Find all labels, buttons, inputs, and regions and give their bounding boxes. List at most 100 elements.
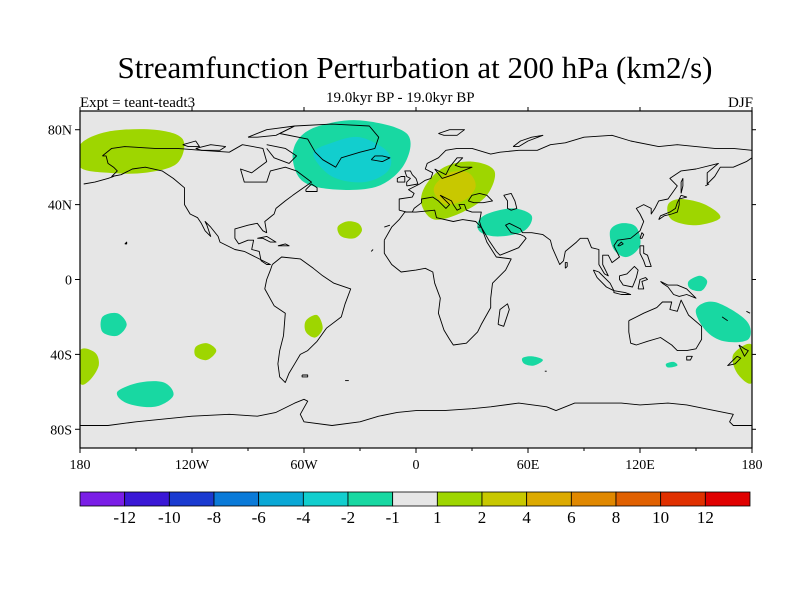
contour-indian-ocean-negative <box>521 356 543 366</box>
coastline-british-isles <box>404 170 419 187</box>
coastline-hispaniola <box>277 243 290 247</box>
coastline-ellesmere <box>247 125 296 138</box>
coastline-south-america <box>264 256 352 383</box>
coastline-cuba <box>257 235 277 243</box>
coastline-black-sea <box>467 192 493 204</box>
colorbar-box <box>570 491 617 507</box>
colorbar-box <box>615 491 662 507</box>
coastline-kamchatka-islands <box>705 183 710 187</box>
colorbar-label: -1 <box>386 508 400 527</box>
coastline-tasmania <box>686 355 693 361</box>
colorbar-label: 6 <box>567 508 576 527</box>
colorbar-label: 12 <box>697 508 714 527</box>
coastline-victoria-island <box>195 144 227 151</box>
contour-north-atlantic-negative-inner <box>313 136 392 183</box>
coastline-caspian <box>503 192 518 211</box>
y-tick-label: 80S <box>50 423 72 438</box>
contour-north-pacific-positive <box>80 129 185 174</box>
plot-title: Streamfunction Perturbation at 200 hPa (… <box>117 50 713 85</box>
coastline-aleutians <box>83 176 114 185</box>
colorbar-label: -2 <box>341 508 355 527</box>
x-tick-label: 120W <box>175 458 210 473</box>
coastline-falklands <box>301 374 309 378</box>
coastline-sri-lanka <box>564 262 568 269</box>
y-tick-label: 40S <box>50 348 72 363</box>
colorbar-label: -6 <box>252 508 266 527</box>
contour-south-pacific-negative-1 <box>100 312 127 337</box>
coastline-taiwan <box>639 232 645 239</box>
coastline-hainan <box>617 241 624 247</box>
coastline-new-zealand-south <box>727 355 742 367</box>
season-label: DJF <box>727 95 753 111</box>
colorbar-box <box>258 491 304 507</box>
coastline-java <box>613 290 632 295</box>
colorbar-box <box>392 491 438 507</box>
coastline-eurasia <box>398 134 752 277</box>
coastline-fiji <box>746 310 751 314</box>
colorbar-box <box>436 491 483 507</box>
colorbar-label: 1 <box>433 508 442 527</box>
x-tick-label: 60E <box>517 458 540 473</box>
coastline-sakhalin <box>680 177 684 194</box>
x-tick-label: 120E <box>625 458 655 473</box>
coastline-greenland <box>279 123 380 168</box>
coastline-sulawesi <box>637 277 648 290</box>
contour-north-atlantic-subtropical-positive <box>337 221 363 239</box>
colorbar-box <box>213 491 260 507</box>
x-tick-label: 180 <box>742 458 763 473</box>
colorbar-box <box>704 491 751 507</box>
contour-europe-positive-inner <box>433 171 476 205</box>
time-range-label: 19.0kyr BP - 19.0kyr BP <box>326 90 475 106</box>
coastline-canary <box>384 224 391 228</box>
coastline-scandinavia-gulf <box>434 157 473 179</box>
contour-south-america-positive <box>304 314 323 338</box>
coastline-japan <box>658 194 688 220</box>
x-tick-label: 60W <box>290 458 318 473</box>
coastline-australia <box>628 299 703 352</box>
colorbar-label: 4 <box>522 508 531 527</box>
coastline-new-guinea <box>660 280 697 299</box>
colorbar-box <box>124 491 170 507</box>
axis-ticks: 180 120W 60W 0 60E 120E 180 80N 40N 0 40S 80S <box>48 107 763 473</box>
coastline-north-america <box>102 144 312 265</box>
coastline-philippines <box>639 245 652 267</box>
y-tick-label: 40N <box>48 199 72 214</box>
contour-south-pacific-positive <box>194 343 217 361</box>
colorbar-box <box>660 491 706 507</box>
coastline-antarctica <box>80 398 752 426</box>
coastline-newfoundland <box>305 183 318 192</box>
colorbar-box <box>481 491 528 507</box>
map-background <box>80 111 752 448</box>
contour-tasman-negative-small <box>665 361 678 368</box>
colorbar-label: 8 <box>612 508 621 527</box>
coastline-baffin-island <box>266 144 297 164</box>
experiment-label: Expt = teant-teadt3 <box>80 95 196 111</box>
coastline-africa <box>383 209 512 346</box>
coastline-ireland <box>396 176 406 183</box>
colorbar-label: -10 <box>158 508 181 527</box>
contour-date-line-west-positive <box>80 348 99 385</box>
coastline-madagascar <box>497 303 510 327</box>
colorbar-box <box>302 491 349 507</box>
colorbar-label: 10 <box>652 508 669 527</box>
y-tick-label: 0 <box>65 274 72 289</box>
contour-australia-east-negative <box>695 301 751 343</box>
colorbar-label: 2 <box>478 508 487 527</box>
coastline-svalbard <box>438 129 465 136</box>
contour-south-pacific-negative-2 <box>116 381 174 408</box>
coastline-layer <box>80 123 752 426</box>
colorbar-label: -8 <box>207 508 221 527</box>
y-tick-label: 80N <box>48 124 72 139</box>
colorbar-box <box>168 491 215 507</box>
coastline-new-caledonia <box>721 316 728 322</box>
contour-new-zealand-positive <box>732 343 752 384</box>
colorbar: -12 -10 -8 -6 -4 -2 -1 1 2 4 6 8 10 12 <box>79 491 751 527</box>
colorbar-box <box>347 491 394 507</box>
coastline-borneo <box>619 265 639 288</box>
coastline-banks-island <box>182 140 200 148</box>
contour-south-asia-negative <box>609 223 641 258</box>
x-tick-label: 180 <box>70 458 91 473</box>
coastline-iceland <box>370 155 391 163</box>
x-tick-label: 0 <box>413 458 420 473</box>
